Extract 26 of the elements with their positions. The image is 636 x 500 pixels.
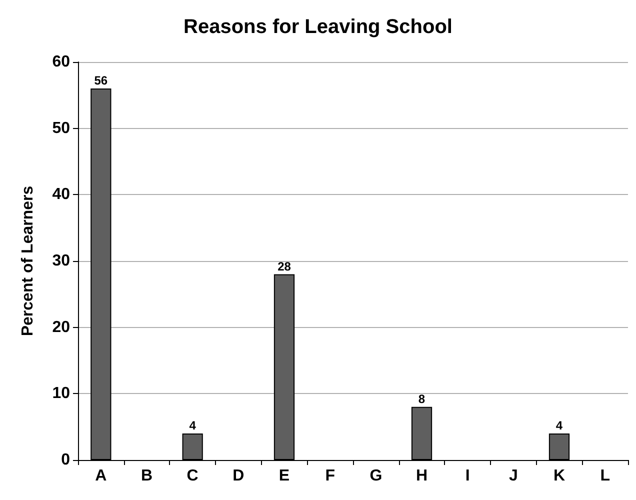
data-label: 28: [278, 259, 292, 274]
y-tick-label: 0: [61, 452, 70, 468]
y-tick-label: 40: [52, 186, 70, 204]
x-tick-label: D: [232, 468, 244, 484]
data-label: 4: [556, 418, 563, 432]
y-tick-label: 60: [52, 54, 70, 70]
x-tick-label: E: [278, 468, 290, 484]
x-tick-label: A: [95, 468, 108, 484]
x-tick-label: G: [370, 468, 382, 484]
data-label: 4: [189, 418, 196, 432]
y-tick-label: 20: [52, 318, 70, 336]
x-tick-label: F: [325, 468, 336, 484]
chart-title: Reasons for Leaving School: [184, 16, 452, 38]
x-tick-label: B: [140, 468, 153, 484]
x-tick-label: H: [416, 468, 428, 484]
y-tick-label: 10: [52, 385, 70, 402]
y-tick-label: 30: [52, 252, 70, 270]
data-label: 8: [418, 392, 426, 406]
x-tick-label: L: [600, 468, 610, 484]
y-axis-title: Percent of Learners: [20, 186, 36, 336]
x-tick-label: J: [508, 468, 518, 484]
x-tick-label: I: [465, 468, 470, 484]
x-tick-label: C: [186, 468, 199, 484]
data-label: 56: [94, 74, 108, 88]
y-tick-label: 50: [52, 120, 70, 137]
x-tick-label: K: [553, 468, 566, 484]
